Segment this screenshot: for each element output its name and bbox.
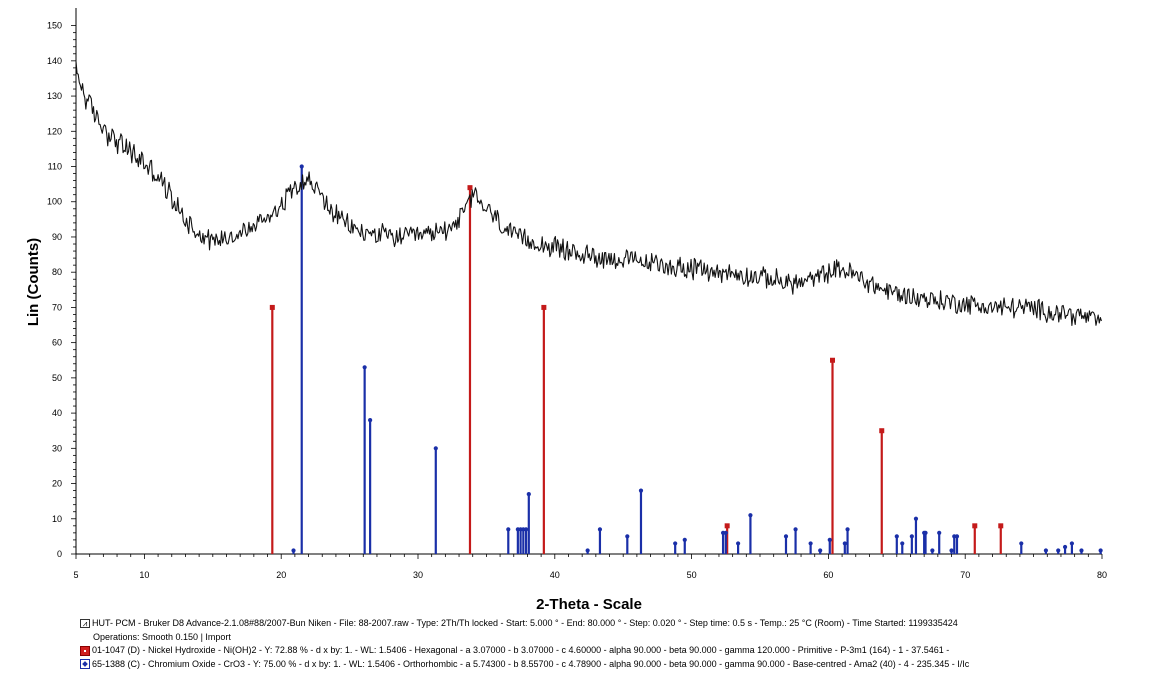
y-tick-label: 60 bbox=[52, 338, 62, 348]
y-tick-label: 150 bbox=[47, 21, 62, 31]
chromium-oxide-marker bbox=[783, 534, 789, 539]
chromium-oxide-marker bbox=[736, 541, 741, 546]
chromium-oxide-marker bbox=[1069, 541, 1075, 546]
y-tick-label: 90 bbox=[52, 232, 62, 242]
pattern-legend: ⩘ HUT- PCM - Bruker D8 Advance-2.1.08#88… bbox=[80, 617, 1150, 671]
legend-chromium-oxide-text: 65-1388 (C) - Chromium Oxide - CrO3 - Y:… bbox=[92, 658, 970, 669]
measured-profile-line bbox=[75, 61, 1102, 326]
chromium-oxide-marker bbox=[368, 418, 373, 423]
legend-row-chromium-oxide: 65-1388 (C) - Chromium Oxide - CrO3 - Y:… bbox=[80, 658, 1150, 672]
chromium-oxide-marker bbox=[1079, 548, 1084, 553]
x-tick-label: 10 bbox=[139, 570, 149, 580]
nickel-hydroxide-marker bbox=[830, 357, 836, 363]
x-ticks: 5 10 20 30 40 50 60 70 80 bbox=[73, 554, 1107, 580]
nickel-hydroxide-sticks bbox=[269, 185, 1004, 554]
y-tick-label: 0 bbox=[57, 549, 62, 559]
x-axis: 5 10 20 30 40 50 60 70 80 bbox=[73, 553, 1107, 580]
y-axis: 0 10 20 30 40 50 60 70 80 90 100 110 120 130 140 150 bbox=[47, 8, 77, 559]
chromium-oxide-marker bbox=[291, 548, 296, 553]
x-tick-label: 5 bbox=[73, 570, 78, 580]
legend-nickel-hydroxide-text: 01-1047 (D) - Nickel Hydroxide - Ni(OH)2… bbox=[92, 645, 950, 655]
chromium-oxide-marker bbox=[1043, 548, 1049, 553]
chromium-oxide-marker bbox=[597, 527, 603, 532]
chromium-oxide-marker bbox=[949, 548, 954, 553]
chromium-oxide-marker bbox=[894, 534, 899, 539]
blue-diamond-icon bbox=[80, 659, 90, 670]
chromium-oxide-marker bbox=[900, 541, 905, 546]
chromium-oxide-marker bbox=[909, 534, 914, 539]
y-tick-label: 40 bbox=[52, 408, 62, 418]
chromium-oxide-marker bbox=[930, 548, 935, 553]
y-tick-label: 110 bbox=[48, 162, 62, 172]
raw-scan-icon: ⩘ bbox=[80, 619, 90, 629]
nickel-hydroxide-marker bbox=[541, 304, 547, 310]
y-tick-label: 100 bbox=[47, 197, 62, 207]
y-tick-label: 20 bbox=[52, 479, 62, 489]
nickel-hydroxide-marker bbox=[998, 523, 1004, 529]
nickel-hydroxide-marker bbox=[972, 523, 978, 529]
x-tick-label: 20 bbox=[276, 570, 286, 580]
x-tick-label: 80 bbox=[1097, 570, 1107, 580]
chromium-oxide-marker bbox=[673, 541, 678, 546]
y-tick-label: 140 bbox=[47, 56, 62, 66]
chromium-oxide-marker bbox=[523, 527, 529, 532]
x-tick-label: 60 bbox=[823, 570, 833, 580]
x-tick-label: 40 bbox=[550, 570, 560, 580]
chromium-oxide-marker bbox=[1056, 548, 1061, 553]
y-tick-label: 10 bbox=[52, 514, 62, 524]
x-tick-label: 50 bbox=[687, 570, 697, 580]
nickel-hydroxide-marker bbox=[879, 428, 885, 434]
nickel-hydroxide-marker bbox=[467, 185, 473, 191]
chromium-oxide-marker bbox=[1062, 544, 1068, 550]
chromium-oxide-marker bbox=[585, 548, 590, 553]
chromium-oxide-sticks bbox=[291, 164, 1103, 554]
y-tick-label: 50 bbox=[52, 373, 62, 383]
y-tick-label: 130 bbox=[47, 91, 62, 101]
chromium-oxide-marker bbox=[433, 446, 438, 451]
chromium-oxide-marker bbox=[845, 527, 850, 532]
x-tick-label: 70 bbox=[960, 570, 970, 580]
chromium-oxide-marker bbox=[1098, 548, 1103, 553]
legend-operations-text: Operations: Smooth 0.150 | Import bbox=[93, 631, 231, 642]
chromium-oxide-marker bbox=[506, 527, 511, 532]
chromium-oxide-marker bbox=[954, 534, 960, 539]
chromium-oxide-marker bbox=[827, 537, 832, 543]
chromium-oxide-marker bbox=[818, 548, 823, 553]
chromium-oxide-marker bbox=[526, 492, 531, 497]
x-axis-title: 2-Theta - Scale bbox=[536, 596, 642, 613]
legend-row-nickel-hydroxide: 01-1047 (D) - Nickel Hydroxide - Ni(OH)2… bbox=[80, 644, 1150, 658]
legend-raw-text: HUT- PCM - Bruker D8 Advance-2.1.08#88/2… bbox=[92, 618, 958, 628]
y-ticks: 0 10 20 30 40 50 60 70 80 90 100 110 120 130 140 150 bbox=[47, 21, 76, 559]
chromium-oxide-marker bbox=[299, 164, 304, 169]
chromium-oxide-marker bbox=[923, 530, 928, 535]
chromium-oxide-marker bbox=[638, 488, 644, 493]
chromium-oxide-marker bbox=[913, 516, 919, 521]
chromium-oxide-marker bbox=[748, 513, 753, 518]
chromium-oxide-marker bbox=[937, 530, 942, 535]
nickel-hydroxide-marker bbox=[269, 304, 275, 310]
y-tick-label: 70 bbox=[52, 302, 62, 312]
chromium-oxide-marker bbox=[793, 527, 798, 532]
x-tick-label: 30 bbox=[413, 570, 423, 580]
chromium-oxide-marker bbox=[362, 365, 367, 370]
xrd-chart: 0 10 20 30 40 50 60 70 80 90 100 110 120 130 140 150 5 1… bbox=[25, 8, 1107, 613]
chromium-oxide-marker bbox=[808, 541, 813, 546]
chromium-oxide-marker bbox=[842, 541, 847, 546]
y-tick-label: 30 bbox=[52, 443, 62, 453]
y-tick-label: 80 bbox=[52, 267, 62, 277]
nickel-hydroxide-marker bbox=[724, 523, 730, 529]
chromium-oxide-marker bbox=[682, 537, 687, 543]
legend-row-operations: Operations: Smooth 0.150 | Import bbox=[80, 631, 1150, 645]
chromium-oxide-marker bbox=[625, 534, 630, 539]
red-square-icon bbox=[80, 645, 90, 656]
y-tick-label: 120 bbox=[47, 126, 62, 136]
legend-row-raw: ⩘ HUT- PCM - Bruker D8 Advance-2.1.08#88… bbox=[80, 617, 1150, 631]
chromium-oxide-marker bbox=[723, 530, 728, 535]
chromium-oxide-marker bbox=[1019, 541, 1024, 546]
y-axis-title: Lin (Counts) bbox=[25, 238, 42, 326]
